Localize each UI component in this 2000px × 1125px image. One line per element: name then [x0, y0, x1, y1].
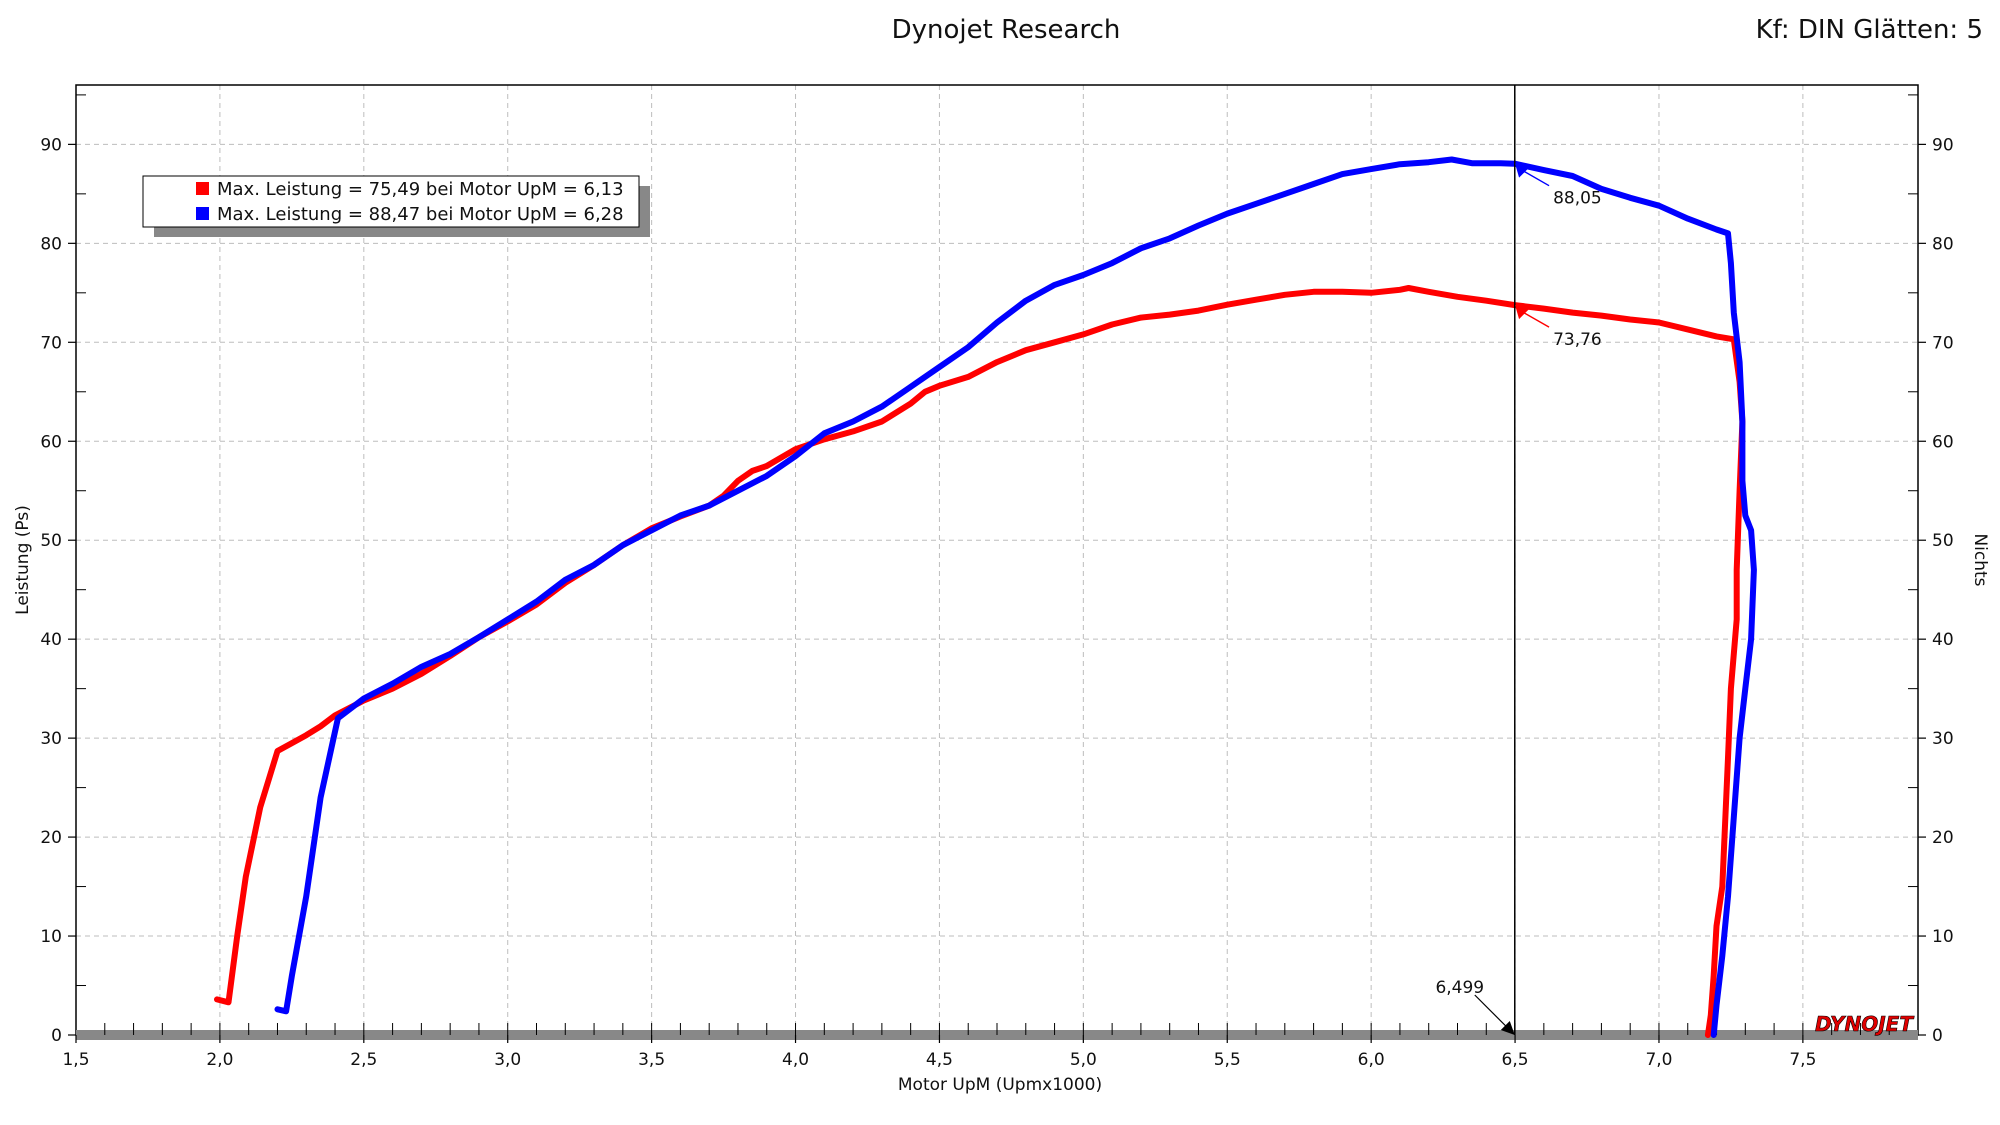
legend-box	[142, 175, 640, 228]
y-tick-label: 60	[40, 432, 62, 452]
y2-tick-label: 80	[1932, 234, 1954, 254]
y-tick-label: 20	[40, 828, 62, 848]
series-line-red	[214, 285, 1746, 1038]
y-tick-label: 40	[40, 630, 62, 650]
legend: Max. Leistung = 75,49 bei Motor UpM = 6,…	[142, 175, 650, 237]
x-tick-label: 5,0	[1070, 1050, 1097, 1070]
annotation-value: 73,76	[1553, 330, 1602, 350]
annotation-arrow-icon	[1515, 305, 1530, 320]
cursor-value-label: 6,499	[1435, 978, 1484, 998]
y2-tick-label: 0	[1932, 1026, 1943, 1046]
y-axis-right: 0 10 20 30 40 50 60 70 80 90	[1908, 94, 1954, 1046]
y-tick-label: 30	[40, 729, 62, 749]
dynojet-logo: DYNOJET	[1815, 1012, 1914, 1036]
x-tick-label: 4,0	[782, 1050, 809, 1070]
y-tick-label: 90	[40, 135, 62, 155]
x-tick-label: 1,5	[62, 1050, 89, 1070]
y-tick-label: 80	[40, 234, 62, 254]
annotation-pointer	[1520, 169, 1550, 187]
y2-tick-label: 50	[1932, 531, 1954, 551]
settings-label: Kf: DIN Glätten: 5	[1756, 15, 1983, 45]
y2-tick-label: 90	[1932, 135, 1954, 155]
y-tick-label: 10	[40, 927, 62, 947]
y-axis-title: Leistung (Ps)	[13, 505, 33, 615]
x-tick-label: 7,0	[1645, 1050, 1672, 1070]
cursor-arrow-icon	[1500, 1021, 1515, 1035]
y2-tick-label: 10	[1932, 927, 1954, 947]
y2-tick-label: 40	[1932, 630, 1954, 650]
y2-axis-title: Nichts	[1970, 533, 1990, 586]
grid	[75, 85, 1918, 1035]
y2-tick-label: 20	[1932, 828, 1954, 848]
x-tick-label: 6,0	[1358, 1050, 1385, 1070]
y2-tick-label: 30	[1932, 729, 1954, 749]
y-tick-label: 0	[51, 1026, 62, 1046]
x-tick-label: 3,5	[638, 1050, 665, 1070]
x-tick-label: 4,5	[926, 1050, 953, 1070]
y-tick-label: 50	[40, 531, 62, 551]
annotation-arrow-icon	[1515, 163, 1530, 178]
y-axis-left: 0 10 20 30 40 50 60 70 80 90	[40, 94, 86, 1046]
legend-swatch-red	[196, 182, 209, 195]
legend-entry-red: Max. Leistung = 75,49 bei Motor UpM = 6,…	[217, 179, 624, 200]
x-tick-label: 3,0	[494, 1050, 521, 1070]
y2-tick-label: 60	[1932, 432, 1954, 452]
chart-title: Dynojet Research	[892, 15, 1121, 45]
x-tick-label: 5,5	[1214, 1050, 1241, 1070]
legend-swatch-blue	[196, 207, 209, 220]
x-tick-label: 2,5	[350, 1050, 377, 1070]
annotation-pointer	[1520, 310, 1550, 328]
annotation-value: 88,05	[1553, 189, 1602, 209]
x-tick-label: 7,5	[1789, 1050, 1816, 1070]
x-axis: 1,5 2,0 2,5 3,0 3,5 4,0 4,5 5,0 5,5 6,0 6,5 7,0 7,5	[62, 1023, 1890, 1070]
y-tick-label: 70	[40, 333, 62, 353]
x-axis-title: Motor UpM (Upmx1000)	[898, 1075, 1102, 1095]
series-line-blue	[274, 156, 1757, 1038]
cursor-pointer-line	[1474, 994, 1510, 1030]
x-tick-label: 2,0	[206, 1050, 233, 1070]
y2-tick-label: 70	[1932, 333, 1954, 353]
series-group	[214, 156, 1757, 1038]
legend-entry-blue: Max. Leistung = 88,47 bei Motor UpM = 6,…	[217, 204, 624, 225]
annotations: 88,05 73,76	[1515, 163, 1602, 350]
x-tick-label: 6,5	[1502, 1050, 1529, 1070]
